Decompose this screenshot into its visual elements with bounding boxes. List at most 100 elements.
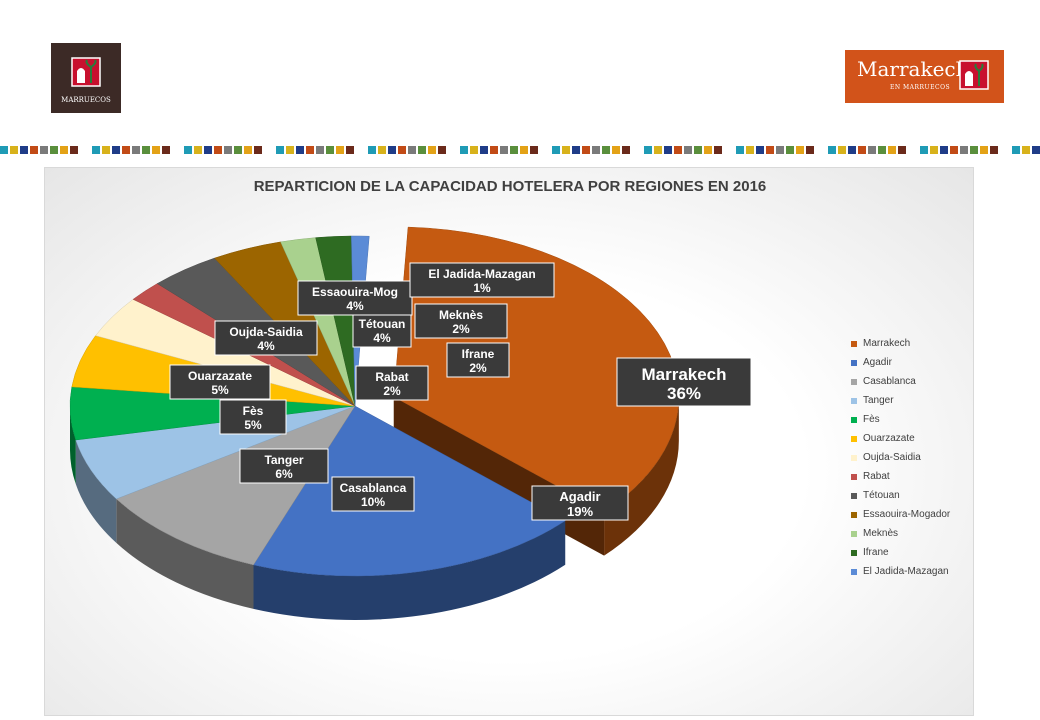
- pattern-square: [898, 146, 906, 154]
- legend-swatch: [851, 397, 857, 404]
- logo-emblem-icon: [959, 60, 989, 90]
- data-label-name: Oujda-Saidia: [229, 325, 303, 339]
- pie-slice-marrakech: [393, 226, 680, 512]
- pattern-square: [244, 146, 252, 154]
- pattern-square: [480, 146, 488, 154]
- data-label-box: [355, 365, 429, 401]
- pattern-square: [408, 146, 416, 154]
- pattern-square: [112, 146, 120, 154]
- pattern-square: [388, 146, 396, 154]
- pattern-square: [20, 146, 28, 154]
- legend-label: Meknès: [863, 528, 899, 539]
- legend-swatch: [851, 511, 857, 518]
- pattern-square: [102, 146, 110, 154]
- pattern-square: [746, 146, 754, 154]
- data-label-box: [531, 485, 629, 521]
- data-label-box: [239, 448, 329, 484]
- data-label-name: Casablanca: [340, 481, 407, 495]
- data-label-box: [214, 320, 318, 356]
- legend-item: Casablanca: [851, 372, 950, 391]
- pattern-square: [30, 146, 38, 154]
- data-label-value: 4%: [346, 299, 364, 313]
- legend-label: Essaouira-Mogador: [863, 509, 951, 520]
- legend-label: Casablanca: [863, 376, 916, 387]
- pattern-square: [132, 146, 140, 154]
- pattern-square: [592, 146, 600, 154]
- pattern-square: [664, 146, 672, 154]
- data-label-value: 19%: [567, 504, 593, 519]
- legend-item: Ifrane: [851, 543, 950, 562]
- pattern-square: [714, 146, 722, 154]
- data-label-name: Marrakech: [641, 365, 726, 384]
- pattern-square: [152, 146, 160, 154]
- legend-swatch: [851, 473, 857, 480]
- pattern-square: [674, 146, 682, 154]
- pattern-square: [398, 146, 406, 154]
- legend-item: Tanger: [851, 391, 950, 410]
- data-label-name: Rabat: [375, 370, 408, 384]
- legend-label: Agadir: [863, 357, 892, 368]
- pattern-square: [470, 146, 478, 154]
- data-label-box: [219, 399, 287, 435]
- pattern-square: [306, 146, 314, 154]
- pie-slice-side-f-s: [70, 406, 76, 484]
- pie-slice-side-agadir: [253, 520, 566, 620]
- pattern-square: [368, 146, 376, 154]
- data-label-name: El Jadida-Mazagan: [428, 267, 535, 281]
- legend-label: Tanger: [863, 395, 894, 406]
- pattern-square: [142, 146, 150, 154]
- legend-item: Marrakech: [851, 334, 950, 353]
- pattern-square: [868, 146, 876, 154]
- pattern-square: [940, 146, 948, 154]
- data-label-value: 5%: [211, 383, 229, 397]
- legend-item: Essaouira-Mogador: [851, 505, 950, 524]
- data-label-name: Fès: [243, 404, 264, 418]
- pattern-square: [612, 146, 620, 154]
- pattern-square: [806, 146, 814, 154]
- chart-legend: Marrakech Agadir Casablanca Tanger Fès Ouarza…: [851, 334, 950, 581]
- pattern-square: [60, 146, 68, 154]
- pattern-square: [644, 146, 652, 154]
- pattern-square: [254, 146, 262, 154]
- legend-label: Rabat: [863, 471, 890, 482]
- logo-emblem-icon: [71, 57, 101, 87]
- pattern-square: [766, 146, 774, 154]
- legend-item: El Jadida-Mazagan: [851, 562, 950, 581]
- legend-swatch: [851, 549, 857, 556]
- pattern-square: [378, 146, 386, 154]
- data-label-value: 4%: [257, 339, 275, 353]
- pattern-square: [50, 146, 58, 154]
- pattern-square: [838, 146, 846, 154]
- pattern-square: [530, 146, 538, 154]
- data-label-name: Tanger: [264, 453, 303, 467]
- pattern-square: [552, 146, 560, 154]
- pattern-square: [888, 146, 896, 154]
- pattern-square: [848, 146, 856, 154]
- pattern-square: [162, 146, 170, 154]
- data-label-value: 1%: [473, 281, 491, 295]
- pattern-square: [286, 146, 294, 154]
- legend-item: Ouarzazate: [851, 429, 950, 448]
- legend-label: Ouarzazate: [863, 433, 915, 444]
- right-logo-subtitle: EN MARRUECOS: [890, 84, 951, 91]
- pattern-square: [460, 146, 468, 154]
- legend-item: Tétouan: [851, 486, 950, 505]
- legend-label: Fès: [863, 414, 880, 425]
- pattern-square: [776, 146, 784, 154]
- pattern-square: [224, 146, 232, 154]
- data-label-box: [297, 280, 413, 316]
- pattern-square: [40, 146, 48, 154]
- pattern-square: [950, 146, 958, 154]
- pattern-square: [10, 146, 18, 154]
- pattern-square: [0, 146, 8, 154]
- data-label-box: [446, 342, 510, 378]
- pattern-square: [418, 146, 426, 154]
- legend-swatch: [851, 454, 857, 461]
- legend-item: Agadir: [851, 353, 950, 372]
- legend-label: Tétouan: [863, 490, 900, 501]
